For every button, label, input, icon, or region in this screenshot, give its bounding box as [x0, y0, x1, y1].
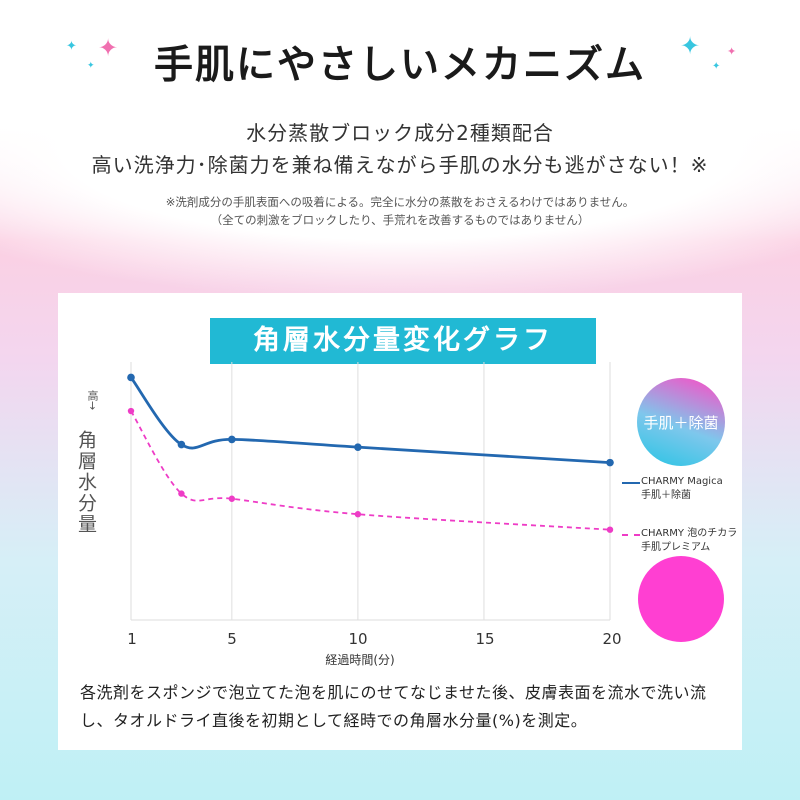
footnote-2: （全ての刺激をブロックしたり、手荒れを改善するものではありません） [210, 213, 590, 227]
sparkle-icon: ✦ [98, 34, 119, 62]
sparkle-icon: ✦ [66, 39, 77, 54]
legend-label: 手肌＋除菌 [641, 490, 691, 501]
sparkle-icon: ✦ [87, 61, 95, 71]
y-axis-label: 角層水分量 [75, 430, 97, 535]
data-point [606, 526, 614, 533]
data-point [127, 373, 135, 382]
x-tick-label: 1 [127, 630, 137, 648]
sparkle-icon: ✦ [712, 61, 721, 72]
data-point [228, 495, 236, 502]
x-axis-label: 経過時間(分) [325, 653, 395, 667]
legend-label: 手肌プレミアム [641, 542, 711, 553]
legend-label: CHARMY 泡のチカラ [641, 528, 738, 539]
legend-swatch-series-2 [622, 534, 640, 536]
sparkle-icon: ✦ [727, 45, 737, 58]
data-point [354, 443, 362, 451]
x-tick-label: 5 [227, 630, 237, 648]
x-tick-label: 15 [475, 630, 495, 648]
measurement-description: 各洗剤をスポンジで泡立てた泡を肌にのせてなじませた後、皮膚表面を流水で洗い流し、… [80, 683, 707, 730]
y-axis-high-marker: 高→ [86, 390, 99, 411]
subtitle-2: 高い洗浄力･除菌力を兼ね備えながら手肌の水分も逃がさない！※ [91, 153, 709, 177]
chart-card [58, 293, 742, 750]
brand-gradient-circle [637, 378, 725, 466]
sparkle-icon: ✦ [680, 32, 701, 60]
data-point [228, 435, 236, 444]
legend-label: CHARMY Magica [641, 476, 723, 487]
series-2-circle [638, 556, 724, 642]
footnote-1: ※洗剤成分の手肌表面への吸着による。完全に水分の蒸散をおさえるわけではありません… [165, 195, 635, 209]
badge-label: 手肌＋除菌 [643, 414, 719, 432]
legend-entry-series-2: CHARMY 泡のチカラ 手肌プレミアム [641, 527, 737, 555]
data-point [178, 490, 185, 497]
series-line-2 [130, 410, 611, 531]
subtitle-1: 水分蒸散ブロック成分2種類配合 [246, 121, 554, 145]
data-point [354, 511, 362, 518]
x-tick-label: 20 [602, 630, 622, 648]
series-line-1 [129, 376, 611, 465]
data-point [177, 440, 186, 449]
data-point [127, 407, 135, 415]
data-point [606, 458, 614, 467]
legend-swatch-series-1 [622, 482, 640, 484]
x-tick-label: 10 [348, 630, 368, 648]
chart-title: 角層水分量変化グラフ [210, 318, 596, 364]
headline: 手肌にやさしいメカニズム [153, 43, 646, 88]
legend-entry-series-1: CHARMY Magica 手肌＋除菌 [641, 475, 723, 503]
